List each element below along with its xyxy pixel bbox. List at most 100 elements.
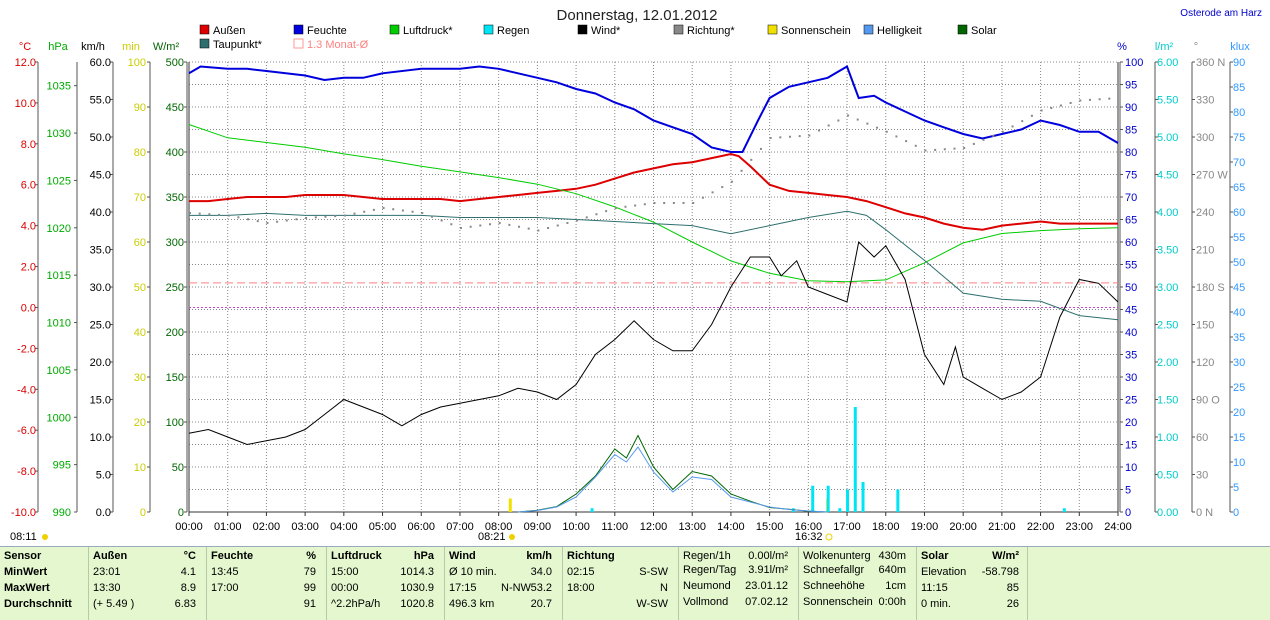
axis-tick-label-left: 90 — [134, 102, 146, 114]
x-tick-label: 04:00 — [330, 521, 358, 533]
richtung-point — [227, 214, 230, 217]
stats-feuchte-min-time: 13:45 — [211, 566, 239, 578]
richtung-point — [314, 216, 317, 219]
sunshine-bar — [508, 498, 512, 512]
axis-tick-label-right: 4.50 — [1157, 170, 1178, 182]
richtung-point — [972, 142, 975, 145]
axis-tick-label-right: 1.50 — [1157, 395, 1178, 407]
marker-a-icon — [509, 534, 515, 540]
x-tick-label: 14:00 — [717, 521, 745, 533]
axis-tick-label-right: 5.50 — [1157, 95, 1178, 107]
x-tick-label: 12:00 — [640, 521, 668, 533]
axis-tick-label-right: 50 — [1233, 257, 1245, 269]
richtung-point — [256, 220, 259, 223]
richtung-point — [1030, 114, 1033, 117]
axis-tick-label-left: 0.0 — [21, 302, 36, 314]
richtung-point — [585, 216, 588, 219]
richtung-point — [1069, 102, 1072, 104]
stats-schneehoehe-value: 1cm — [885, 580, 906, 592]
stats-sonnenschein-label: Sonnenschein — [803, 596, 873, 608]
axis-tick-label-left: 55.0 — [90, 95, 111, 107]
legend-label: Helligkeit — [877, 25, 922, 37]
rain-bar — [838, 508, 842, 512]
axis-tick-label-right: 30 — [1196, 470, 1208, 482]
stats-header-solar: Solar — [921, 550, 949, 562]
axis-unit-right: l/m² — [1155, 41, 1174, 53]
x-tick-label: 08:00 — [485, 521, 513, 533]
axis-tick-label-left: 4.0 — [21, 221, 36, 233]
axis-tick-label-right: 150 — [1196, 320, 1214, 332]
richtung-point — [324, 215, 327, 218]
richtung-point — [343, 214, 346, 217]
axis-tick-label-left: 50 — [134, 282, 146, 294]
axis-tick-label-right: 35 — [1125, 350, 1137, 362]
axis-tick-label-right: 15 — [1233, 432, 1245, 444]
richtung-point — [508, 223, 511, 226]
axis-tick-label-left: 6.0 — [21, 180, 36, 192]
legend-swatch — [483, 24, 494, 35]
stats-richtung-avg-value: W-SW — [636, 598, 668, 610]
axis-tick-label-right: 40 — [1125, 327, 1137, 339]
axis-tick-label-right: 240 — [1196, 207, 1214, 219]
richtung-point — [189, 212, 191, 214]
axis-tick-label-right: 270 W — [1196, 170, 1228, 182]
richtung-point — [421, 212, 424, 214]
richtung-point — [798, 135, 801, 138]
axis-tick-label-right: 0.50 — [1157, 470, 1178, 482]
richtung-point — [576, 219, 579, 222]
axis-unit-left: hPa — [48, 41, 68, 53]
axis-unit-left: W/m² — [153, 41, 180, 53]
richtung-point — [556, 224, 559, 227]
richtung-point — [440, 219, 443, 222]
axis-tick-label-right: 3.50 — [1157, 245, 1178, 257]
axis-tick-label-left: 70 — [134, 192, 146, 204]
axis-tick-label-left: 1035 — [47, 81, 71, 93]
x-tick-label: 07:00 — [446, 521, 474, 533]
axis-tick-label-left: -2.0 — [17, 343, 36, 355]
axis-tick-label-right: 30 — [1233, 357, 1245, 369]
stats-unit-feuchte: % — [306, 550, 316, 562]
axis-tick-label-left: 150 — [166, 372, 184, 384]
richtung-point — [605, 210, 608, 213]
axis-tick-label-left: 1025 — [47, 175, 71, 187]
stats-col-wind: Wind km/h Ø 10 min. 34.0 17:15 N-NW 53.2 496… — [444, 547, 560, 620]
series-line-wind — [188, 240, 1119, 446]
x-tick-label: 02:00 — [253, 521, 281, 533]
stats-header-sensor: Sensor — [4, 550, 42, 562]
axis-tick-label-right: 90 O — [1196, 395, 1220, 407]
stats-neumond-label: Neumond — [683, 580, 731, 592]
axis-tick-label-right: 25 — [1125, 395, 1137, 407]
axis-tick-label-right: 25 — [1233, 382, 1245, 394]
stats-luftdruck-trend: ^2.2hPa/h — [331, 598, 381, 610]
legend-swatch — [199, 38, 210, 49]
axis-tick-label-left: 30 — [134, 372, 146, 384]
axis-tick-label-left: 50 — [172, 462, 184, 474]
richtung-point — [943, 148, 946, 151]
richtung-point — [905, 140, 908, 143]
sunset-icon — [825, 533, 833, 541]
stats-feuchte-avg-value: 91 — [303, 598, 316, 610]
legend-label: Taupunkt* — [213, 39, 263, 51]
richtung-point — [518, 225, 521, 228]
axis-tick-label-left: 45.0 — [90, 170, 111, 182]
stats-regen-1h-label: Regen/1h — [683, 550, 731, 562]
richtung-point — [430, 215, 433, 218]
axis-tick-label-left: 1030 — [47, 128, 71, 140]
stats-wolkenunterg-label: Wolkenunterg — [803, 550, 871, 562]
legend-label: Regen — [497, 25, 529, 37]
axis-tick-label-right: 65 — [1233, 182, 1245, 194]
richtung-point — [643, 203, 646, 206]
x-tick-label: 22:00 — [1027, 521, 1055, 533]
stats-wind-distance: 496.3 km — [449, 598, 495, 610]
axis-tick-label-left: 10 — [134, 462, 146, 474]
axis-tick-label-right: 90 — [1233, 57, 1245, 69]
x-tick-label: 13:00 — [678, 521, 706, 533]
legend-swatch — [863, 24, 874, 35]
axis-tick-label-left: -6.0 — [17, 425, 36, 437]
axis-tick-label-left: 250 — [166, 282, 184, 294]
stats-header-luftdruck: Luftdruck — [331, 550, 382, 562]
axis-unit-right: klux — [1230, 41, 1250, 53]
stats-col-luftdruck: Luftdruck hPa 15:00 1014.3 00:00 1030.9 ^2.… — [326, 547, 442, 620]
stats-aussen-avg-value: 6.83 — [174, 598, 196, 610]
axis-tick-label-left: 15.0 — [90, 395, 111, 407]
